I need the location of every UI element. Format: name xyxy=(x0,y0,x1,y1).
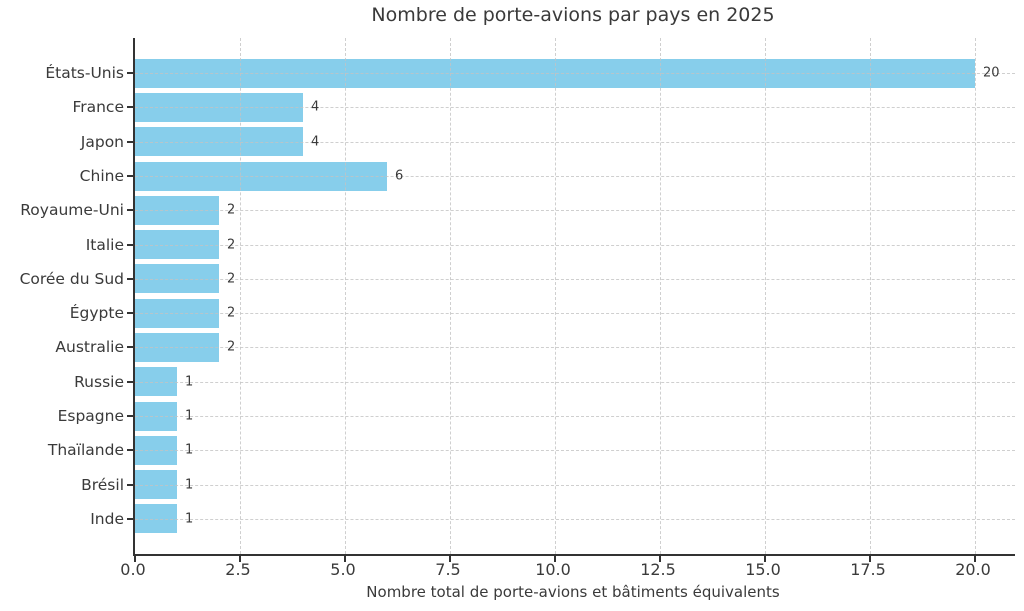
x-tick-mark xyxy=(554,556,556,562)
horizontal-gridline xyxy=(135,518,1015,520)
x-tick-mark xyxy=(449,556,451,562)
y-category-label: Royaume-Uni xyxy=(20,201,124,220)
y-tick-mark xyxy=(127,175,133,177)
y-tick-mark xyxy=(127,380,133,383)
y-tick-mark xyxy=(127,483,133,486)
horizontal-gridline xyxy=(135,313,1015,315)
y-category-label: Brésil xyxy=(81,475,124,494)
y-tick-mark xyxy=(127,312,133,315)
y-tick-mark xyxy=(127,277,133,280)
bar-value-label: 1 xyxy=(185,477,194,493)
x-tick-label: 10.0 xyxy=(535,560,571,579)
vertical-gridline xyxy=(765,38,766,554)
y-category-label: Corée du Sud xyxy=(19,269,124,288)
horizontal-gridline xyxy=(135,244,1015,246)
y-category-label: Inde xyxy=(90,509,124,528)
y-category-label: Égypte xyxy=(69,304,124,323)
x-tick-mark xyxy=(344,556,346,562)
horizontal-gridline xyxy=(135,381,1015,383)
x-tick-label: 0.0 xyxy=(120,560,146,579)
y-tick-mark xyxy=(127,106,133,109)
y-category-label: Italie xyxy=(85,235,124,254)
x-tick-label: 20.0 xyxy=(955,560,991,579)
bar-value-label: 1 xyxy=(185,511,194,527)
vertical-gridline xyxy=(660,38,661,554)
bar-value-label: 20 xyxy=(983,65,1000,81)
horizontal-gridline xyxy=(135,484,1015,486)
bar-value-label: 4 xyxy=(311,134,320,150)
y-tick-mark xyxy=(127,517,133,520)
chart-title: Nombre de porte-avions par pays en 2025 xyxy=(371,4,775,26)
x-tick-mark xyxy=(659,556,661,562)
plot-area: 20 4 4 6 2 2 2 2 2 1 1 1 1 1 xyxy=(127,38,1015,562)
y-tick-mark xyxy=(127,449,133,452)
bar-value-label: 2 xyxy=(227,305,236,321)
horizontal-gridline xyxy=(135,141,1015,143)
x-tick-mark xyxy=(869,556,871,562)
x-tick-label: 15.0 xyxy=(745,560,781,579)
x-tick-label: 17.5 xyxy=(850,560,886,579)
bar-value-label: 2 xyxy=(227,271,236,287)
bar-value-label: 2 xyxy=(227,339,236,355)
y-tick-mark xyxy=(127,243,133,246)
bar-value-label: 1 xyxy=(185,442,194,458)
y-category-label: États-Unis xyxy=(45,64,124,83)
horizontal-gridline xyxy=(135,210,1015,212)
bar-value-label: 6 xyxy=(395,168,404,184)
y-category-label: Espagne xyxy=(57,407,124,425)
horizontal-gridline xyxy=(135,450,1015,452)
horizontal-gridline xyxy=(135,107,1015,109)
x-tick-label: 7.5 xyxy=(435,560,461,579)
y-category-label: Australie xyxy=(55,338,124,357)
x-tick-mark xyxy=(134,556,136,562)
y-category-label: Thaïlande xyxy=(47,441,124,460)
y-category-label: France xyxy=(72,98,124,117)
x-tick-mark xyxy=(974,556,976,562)
x-tick-mark xyxy=(239,556,241,562)
bar-value-label: 2 xyxy=(227,202,236,218)
horizontal-gridline xyxy=(135,73,1015,75)
x-tick-mark xyxy=(764,556,766,562)
bar-value-label: 4 xyxy=(311,99,320,115)
vertical-gridline xyxy=(975,38,976,554)
y-category-label: Chine xyxy=(79,167,124,185)
bar-value-label: 1 xyxy=(185,374,194,390)
vertical-gridline xyxy=(240,38,241,554)
x-tick-label: 12.5 xyxy=(640,560,676,579)
x-axis-tick-labels: 0.0 2.5 5.0 7.5 10.0 12.5 15.0 17.5 20.0 xyxy=(120,560,1013,582)
horizontal-gridline xyxy=(135,176,1015,177)
vertical-gridline xyxy=(870,38,871,554)
y-tick-mark xyxy=(127,72,133,75)
y-axis-labels: États-Unis France Japon Chine Royaume-Uni Ita… xyxy=(0,38,124,554)
horizontal-gridline xyxy=(135,416,1015,417)
y-tick-mark xyxy=(127,346,133,349)
vertical-gridline xyxy=(555,38,556,554)
bar-value-label: 2 xyxy=(227,237,236,253)
horizontal-gridline xyxy=(135,347,1015,349)
horizontal-gridline xyxy=(135,278,1015,280)
x-tick-label: 2.5 xyxy=(225,560,251,579)
x-axis-title: Nombre total de porte-avions et bâtiment… xyxy=(366,583,780,601)
y-tick-mark xyxy=(127,415,133,417)
y-category-label: Russie xyxy=(74,372,124,391)
y-tick-mark xyxy=(127,140,133,143)
vertical-gridline xyxy=(345,38,346,554)
y-category-label: Japon xyxy=(80,132,124,151)
vertical-gridline xyxy=(450,38,451,554)
bar-value-label: 1 xyxy=(185,408,194,424)
x-tick-label: 5.0 xyxy=(330,560,356,579)
y-tick-mark xyxy=(127,209,133,212)
